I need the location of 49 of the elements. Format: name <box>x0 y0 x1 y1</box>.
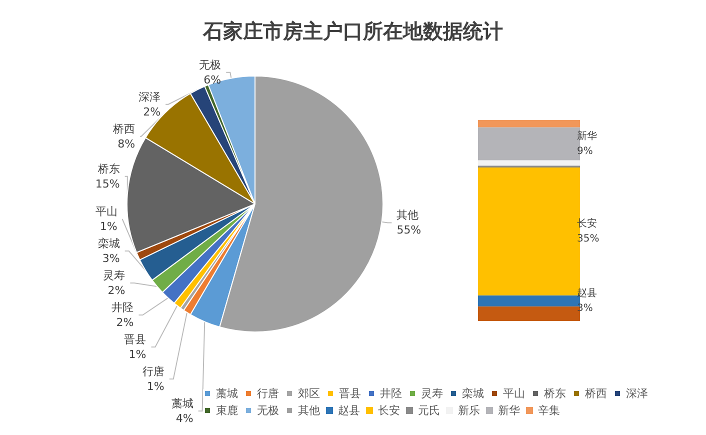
data-label: 9% <box>577 146 593 157</box>
legend-label: 栾城 <box>462 387 484 400</box>
data-label: 4% <box>176 412 194 425</box>
legend-label: 行唐 <box>257 387 279 400</box>
legend-label: 晋县 <box>339 387 361 400</box>
slice-label: 井陉 <box>112 301 134 314</box>
legend-label: 元氏 <box>418 404 440 417</box>
slice-label: 平山 <box>95 205 118 218</box>
legend-label: 新华 <box>498 404 520 417</box>
data-label: 2% <box>143 105 161 118</box>
slice-label: 无极 <box>199 58 222 72</box>
legend-label: 赵县 <box>338 404 360 417</box>
data-label: 1% <box>146 380 164 393</box>
data-label: 3% <box>102 252 120 265</box>
data-label: 55% <box>396 224 422 237</box>
legend-label: 束鹿 <box>216 404 238 417</box>
data-label: 8% <box>118 137 136 150</box>
data-label: 1% <box>128 348 146 361</box>
data-label: 2% <box>116 316 134 329</box>
legend-label: 井陉 <box>380 387 402 400</box>
bar <box>478 120 580 128</box>
bar <box>478 160 580 166</box>
slice-label: 晋县 <box>124 333 146 346</box>
slice-label: 灵寿 <box>103 269 126 282</box>
slice-label: 深泽 <box>138 90 161 104</box>
slice-label: 行唐 <box>142 365 164 378</box>
legend-label: 桥西 <box>584 387 607 400</box>
slice-label: 藁城 <box>171 397 194 410</box>
data-label: 2% <box>108 284 126 297</box>
slice-label: 栾城 <box>98 237 120 250</box>
data-label: 6% <box>204 73 222 86</box>
data-label: 15% <box>95 177 120 190</box>
text: 新华 <box>577 130 597 142</box>
legend-label: 其他 <box>298 404 320 417</box>
slice-label: 桥西 <box>112 122 136 136</box>
legend-label: 辛集 <box>538 404 560 417</box>
legend-label: 桥东 <box>543 387 566 400</box>
legend-label: 郊区 <box>298 387 320 400</box>
slice-label: 其他 <box>396 208 419 222</box>
legend-label: 无极 <box>257 404 279 417</box>
slice-label: 桥东 <box>96 162 120 176</box>
legend-label: 灵寿 <box>421 387 443 400</box>
legend-label: 平山 <box>503 387 525 400</box>
legend-label: 新乐 <box>458 404 480 417</box>
chart-title: 石家庄市房主户口所在地数据统计 <box>202 19 503 43</box>
legend-label: 深泽 <box>626 387 648 400</box>
legend-label: 藁城 <box>216 387 238 400</box>
data-label: 1% <box>100 220 118 233</box>
text: 长安 <box>378 404 400 417</box>
